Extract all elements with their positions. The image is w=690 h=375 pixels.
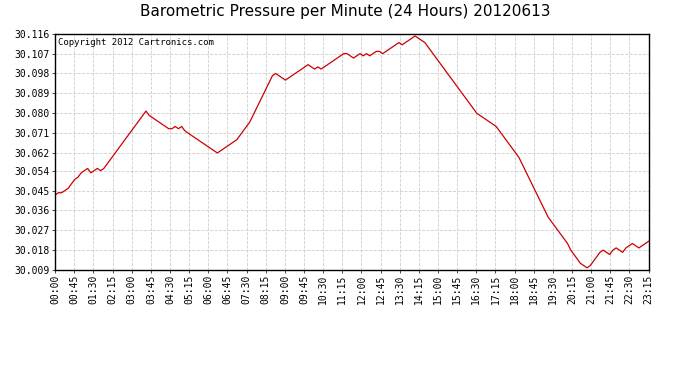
Text: Barometric Pressure per Minute (24 Hours) 20120613: Barometric Pressure per Minute (24 Hours… — [140, 4, 550, 19]
Text: Copyright 2012 Cartronics.com: Copyright 2012 Cartronics.com — [58, 39, 214, 48]
